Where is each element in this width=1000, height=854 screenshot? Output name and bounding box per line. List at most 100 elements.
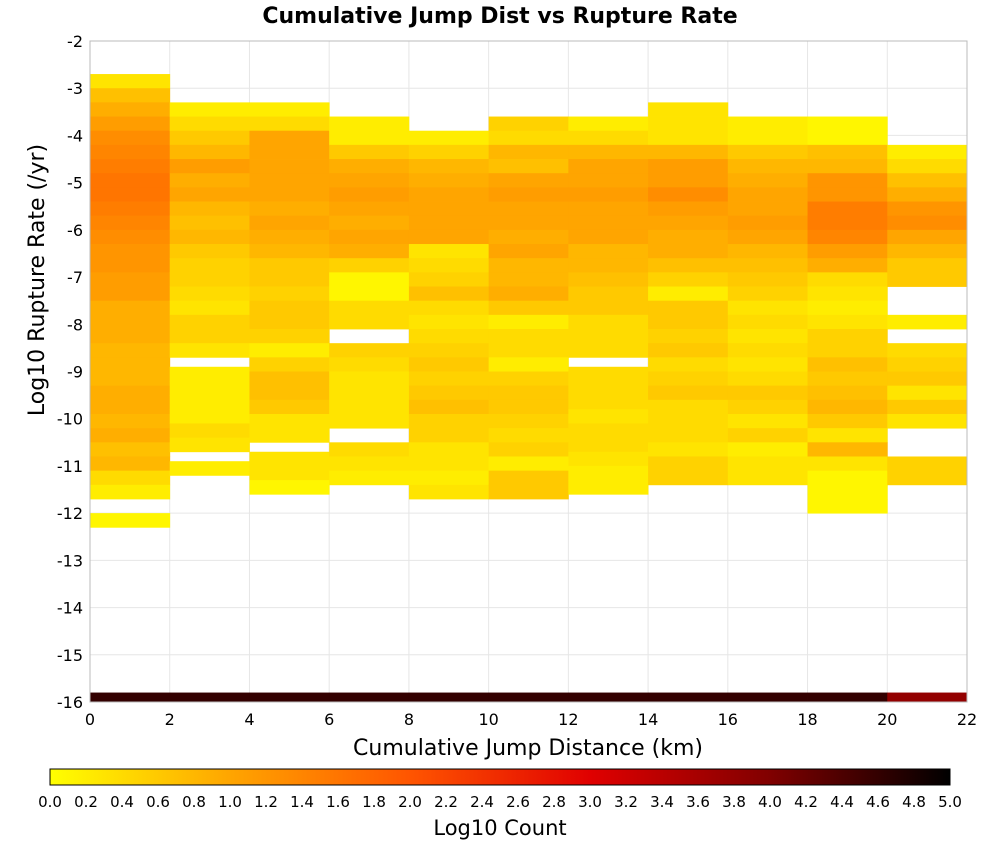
- chart-title: Cumulative Jump Dist vs Rupture Rate: [262, 4, 737, 29]
- heatmap-cell: [648, 385, 729, 401]
- heatmap-cell: [488, 399, 569, 415]
- heatmap-cell: [408, 428, 490, 443]
- heatmap-cell: [568, 380, 649, 396]
- heatmap-cell: [249, 329, 330, 344]
- y-tick-label: -16: [57, 693, 83, 712]
- heatmap-cell: [249, 314, 330, 330]
- heatmap-cell: [488, 300, 569, 316]
- heatmap-cell: [887, 159, 968, 174]
- colorbar-tick-label: 2.4: [470, 793, 494, 811]
- heatmap-cell: [568, 329, 649, 344]
- heatmap-cell: [169, 258, 250, 273]
- heatmap-cell: [249, 144, 330, 160]
- colorbar-tick-label: 1.8: [362, 793, 386, 811]
- colorbar-tick-label: 2.8: [542, 793, 566, 811]
- heatmap-cell: [249, 201, 330, 217]
- heatmap-cell: [727, 286, 808, 302]
- heatmap-cell: [169, 102, 250, 117]
- heatmap-cell: [807, 159, 888, 174]
- heatmap-cell: [488, 173, 569, 188]
- colorbar-tick-label: 0.8: [182, 793, 206, 811]
- heatmap-cell: [169, 314, 250, 330]
- heatmap-cell: [568, 300, 649, 316]
- heatmap-cell: [169, 159, 250, 174]
- heatmap-cell: [568, 451, 649, 467]
- colorbar-tick-label: 0.2: [74, 793, 98, 811]
- heatmap-cell: [727, 385, 808, 401]
- heatmap-cell: [807, 244, 888, 259]
- heatmap-cell: [488, 201, 569, 217]
- heatmap-cell: [90, 258, 171, 273]
- heatmap-cell: [648, 300, 729, 316]
- heatmap-cell: [169, 229, 250, 245]
- heatmap-cell: [329, 692, 410, 702]
- heatmap-cell: [568, 116, 649, 132]
- heatmap-cell: [329, 244, 410, 259]
- heatmap-cell: [807, 215, 888, 231]
- heatmap-cell: [807, 173, 888, 188]
- y-tick-label: -5: [67, 174, 83, 193]
- y-tick-label: -12: [57, 504, 83, 523]
- heatmap-cell: [568, 144, 649, 160]
- heatmap-cell: [329, 385, 410, 401]
- heatmap-cell: [90, 144, 171, 160]
- heatmap-cell: [727, 130, 808, 146]
- heatmap-cell: [807, 428, 888, 443]
- colorbar-tick-label: 1.0: [218, 793, 242, 811]
- heatmap-cell: [169, 423, 250, 438]
- heatmap-cell: [488, 229, 569, 245]
- heatmap-cell: [408, 201, 490, 217]
- heatmap-cell: [90, 343, 171, 358]
- y-tick-label: -7: [67, 268, 83, 287]
- heatmap-cell: [807, 286, 888, 302]
- heatmap-cell: [329, 300, 410, 316]
- heatmap-cell: [887, 244, 968, 259]
- heatmap-cell: [249, 102, 330, 117]
- heatmap-cell: [90, 399, 171, 415]
- heatmap-cell: [169, 366, 250, 382]
- heatmap-cell: [887, 201, 968, 217]
- heatmap-cell: [648, 173, 729, 188]
- heatmap-cell: [169, 692, 250, 702]
- heatmap-cell: [648, 244, 729, 259]
- heatmap-cell: [727, 413, 808, 429]
- heatmap-cell: [568, 187, 649, 202]
- heatmap-cell: [488, 244, 569, 259]
- heatmap-cell: [169, 409, 250, 424]
- heatmap-cell: [90, 513, 171, 528]
- heatmap-cell: [488, 130, 569, 146]
- heatmap-cell: [568, 465, 649, 481]
- heatmap-cell: [488, 272, 569, 287]
- y-axis-label: Log10 Rupture Rate (/yr): [25, 144, 50, 416]
- heatmap-cell: [488, 470, 569, 486]
- heatmap-cell: [807, 144, 888, 160]
- heatmap-cell: [807, 300, 888, 316]
- y-tick-label: -14: [57, 599, 83, 618]
- heatmap-cell: [727, 470, 808, 486]
- heatmap-cell: [169, 300, 250, 316]
- heatmap-cell: [887, 413, 968, 429]
- heatmap-cell: [90, 484, 171, 500]
- heatmap-cell: [488, 159, 569, 174]
- colorbar-label: Log10 Count: [433, 816, 566, 840]
- heatmap-cell: [887, 357, 968, 372]
- heatmap-cell: [90, 102, 171, 117]
- heatmap-cell: [249, 258, 330, 273]
- heatmap-cell: [648, 329, 729, 344]
- y-tick-label: -13: [57, 551, 83, 570]
- y-tick-label: -2: [67, 32, 83, 51]
- y-tick-label: -3: [67, 79, 83, 98]
- heatmap-cell: [887, 229, 968, 245]
- heatmap-cell: [408, 144, 490, 160]
- colorbar-tick-label: 5.0: [938, 793, 962, 811]
- heatmap-cell: [90, 385, 171, 401]
- heatmap-cell: [249, 300, 330, 316]
- heatmap-cell: [488, 413, 569, 429]
- heatmap-cell: [408, 484, 490, 500]
- heatmap-cell: [249, 371, 330, 387]
- x-tick-label: 0: [85, 710, 95, 729]
- heatmap-cell: [249, 272, 330, 287]
- x-tick-label: 2: [165, 710, 175, 729]
- colorbar-tick-label: 4.0: [758, 793, 782, 811]
- heatmap-cell: [887, 187, 968, 202]
